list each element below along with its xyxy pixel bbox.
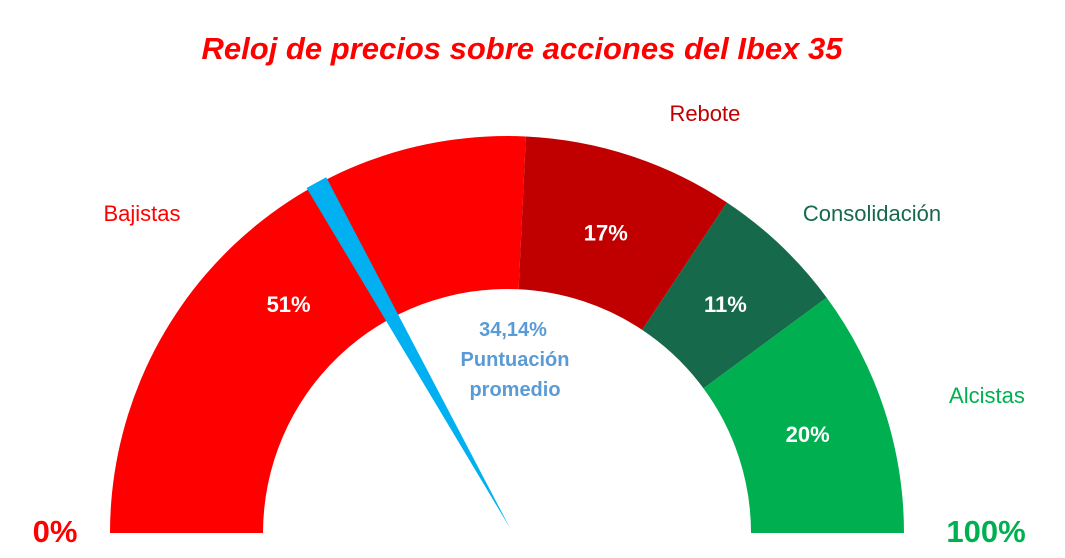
scale-min-label: 0% — [33, 514, 78, 549]
segment-category-label-2: Consolidación — [803, 201, 941, 226]
needle-group — [306, 177, 510, 528]
average-score-caption-line1: Puntuación — [461, 349, 570, 371]
segment-value-label-0: 51% — [267, 292, 311, 317]
segment-value-label-2: 11% — [704, 292, 747, 317]
scale-max-label: 100% — [946, 514, 1025, 549]
average-score-caption-line2: promedio — [469, 379, 560, 401]
segment-value-label-1: 17% — [584, 220, 628, 245]
average-score-value: 34,14% — [479, 319, 547, 341]
segment-category-label-3: Alcistas — [949, 383, 1025, 408]
segment-value-label-3: 20% — [786, 422, 830, 447]
gauge-needle — [306, 177, 510, 528]
gauge-segments — [110, 135, 904, 533]
chart-title: Reloj de precios sobre acciones del Ibex… — [202, 31, 844, 66]
gauge-segment-3 — [703, 297, 904, 533]
gauge-segment-0 — [110, 135, 526, 533]
gauge-segment-2 — [642, 202, 827, 389]
segment-category-label-0: Bajistas — [103, 201, 180, 226]
segment-category-label-1: Rebote — [669, 101, 740, 126]
gauge-labels: 51% Bajistas 17% Rebote 11% Consolidación 20% A… — [103, 101, 1024, 447]
gauge-segment-1 — [518, 136, 727, 330]
